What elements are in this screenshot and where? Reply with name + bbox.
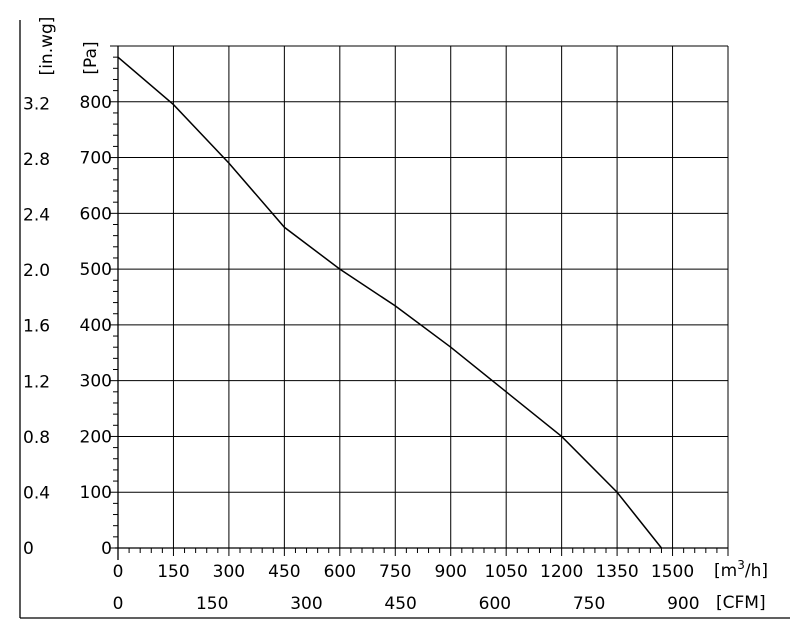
y-tick-label-pa: 800 bbox=[80, 93, 112, 113]
y-tick-label-inwg: 2.0 bbox=[23, 261, 50, 281]
x-unit-base: [m bbox=[714, 561, 737, 581]
y-tick-label-pa: 700 bbox=[80, 149, 112, 169]
x-tick-label-cfm: 900 bbox=[667, 594, 699, 614]
pressure-flow-curve bbox=[117, 56, 663, 549]
x-tick-label-m3h: 1200 bbox=[540, 562, 583, 582]
axes bbox=[19, 20, 790, 619]
y-unit-label-pa: [Pa] bbox=[81, 41, 101, 74]
x-tick-label-m3h: 1350 bbox=[595, 562, 638, 582]
y-tick-label-inwg: 1.6 bbox=[23, 317, 50, 337]
y-tick-label-pa: 100 bbox=[80, 483, 112, 503]
x-tick-label-cfm: 150 bbox=[196, 594, 228, 614]
x-tick-label-m3h: 0 bbox=[113, 562, 124, 582]
y-tick-label-inwg: 0.4 bbox=[23, 483, 50, 503]
x-tick-label-m3h: 1050 bbox=[485, 562, 528, 582]
y-tick-label-pa: 600 bbox=[80, 204, 112, 224]
x-tick-label-m3h: 750 bbox=[379, 562, 411, 582]
x-unit-superscript: 3 bbox=[737, 558, 745, 572]
y-tick-label-inwg: 3.2 bbox=[23, 94, 50, 114]
y-tick-label-inwg: 1.2 bbox=[23, 372, 50, 392]
x-tick-label-m3h: 900 bbox=[435, 562, 467, 582]
grid bbox=[117, 45, 729, 549]
x-tick-label-cfm: 600 bbox=[479, 594, 511, 614]
x-unit-label-cfm: [CFM] bbox=[716, 593, 766, 613]
x-tick-label-m3h: 150 bbox=[157, 562, 189, 582]
x-tick-label-m3h: 450 bbox=[268, 562, 300, 582]
y-tick-label-pa: 500 bbox=[80, 260, 112, 280]
y-tick-label-pa: 0 bbox=[101, 539, 112, 559]
unit-labels: [m3/h] [CFM] [Pa] [in.wg] bbox=[37, 17, 768, 613]
ticks bbox=[110, 45, 729, 556]
x-tick-label-m3h: 600 bbox=[324, 562, 356, 582]
y-tick-label-inwg: 0 bbox=[23, 539, 34, 559]
y-tick-label-inwg: 2.4 bbox=[23, 206, 50, 226]
y-tick-label-pa: 400 bbox=[80, 316, 112, 336]
y-tick-label-inwg: 2.8 bbox=[23, 150, 50, 170]
labels: 0 150 300 450 600 750 900 1050 1200 1350 1500 0 150 3… bbox=[23, 93, 700, 614]
y-tick-label-pa: 200 bbox=[80, 427, 112, 447]
y-unit-label-inwg: [in.wg] bbox=[37, 17, 57, 76]
x-tick-label-m3h: 300 bbox=[213, 562, 245, 582]
x-tick-label-cfm: 300 bbox=[290, 594, 322, 614]
x-unit-label-m3h: [m3/h] bbox=[714, 558, 768, 581]
y-tick-label-pa: 300 bbox=[80, 372, 112, 392]
x-tick-label-cfm: 0 bbox=[113, 594, 124, 614]
y-tick-label-inwg: 0.8 bbox=[23, 428, 50, 448]
x-tick-label-cfm: 750 bbox=[573, 594, 605, 614]
x-tick-label-cfm: 450 bbox=[384, 594, 416, 614]
x-unit-tail: /h] bbox=[745, 561, 768, 581]
curve-layer bbox=[117, 56, 663, 549]
x-tick-label-m3h: 1500 bbox=[651, 562, 694, 582]
